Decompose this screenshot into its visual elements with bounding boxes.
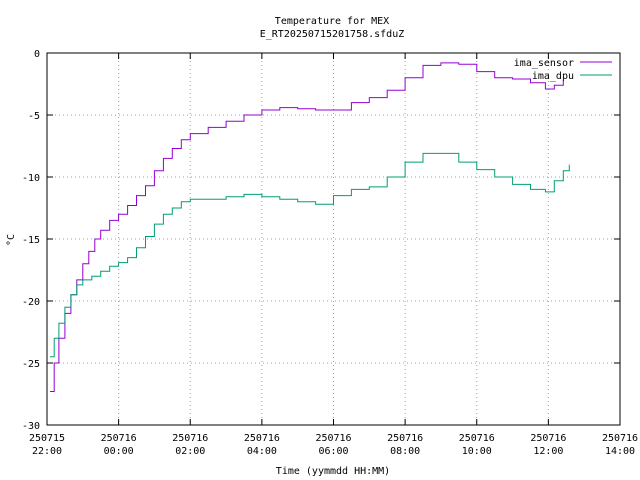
y-tick-label: -10 [22,173,40,184]
series-line-ima-sensor [50,62,564,392]
x-tick-label-time: 02:00 [175,446,205,457]
y-tick-label: -5 [28,111,40,122]
legend-label-ima-sensor: ima_sensor [514,58,574,69]
x-tick-label-time: 04:00 [247,446,277,457]
legend: ima_sensor ima_dpu [514,58,612,82]
x-tick-label-date: 250716 [530,433,566,444]
x-tick-label-date: 250715 [29,433,65,444]
series-lines [50,62,570,392]
x-tick-label-time: 12:00 [533,446,563,457]
x-tick-label-time: 14:00 [605,446,635,457]
x-tick-label-date: 250716 [602,433,638,444]
x-tick-label-time: 06:00 [318,446,348,457]
y-tick-label: -20 [22,297,40,308]
x-axis-label: Time (yymmdd HH:MM) [276,466,390,477]
x-tick-label-date: 250716 [387,433,423,444]
chart-title: Temperature for MEX [275,16,389,27]
x-tick-label-time: 22:00 [32,446,62,457]
x-tick-label-time: 10:00 [462,446,492,457]
x-tick-label-date: 250716 [101,433,137,444]
x-tick-label-date: 250716 [315,433,351,444]
y-axis-label: °C [6,234,17,246]
x-tick-label-date: 250716 [244,433,280,444]
y-tick-label: 0 [34,49,40,60]
chart-subtitle: E_RT20250715201758.sfduZ [260,29,405,40]
axis-ticks [46,52,621,426]
x-tick-label-time: 00:00 [104,446,134,457]
x-tick-label-time: 08:00 [390,446,420,457]
legend-label-ima-dpu: ima_dpu [532,71,574,82]
y-tick-label: -25 [22,359,40,370]
x-tick-label-date: 250716 [459,433,495,444]
series-line-ima-dpu [50,152,570,358]
y-tick-label: -30 [22,421,40,432]
x-tick-label-date: 250716 [172,433,208,444]
y-tick-label: -15 [22,235,40,246]
